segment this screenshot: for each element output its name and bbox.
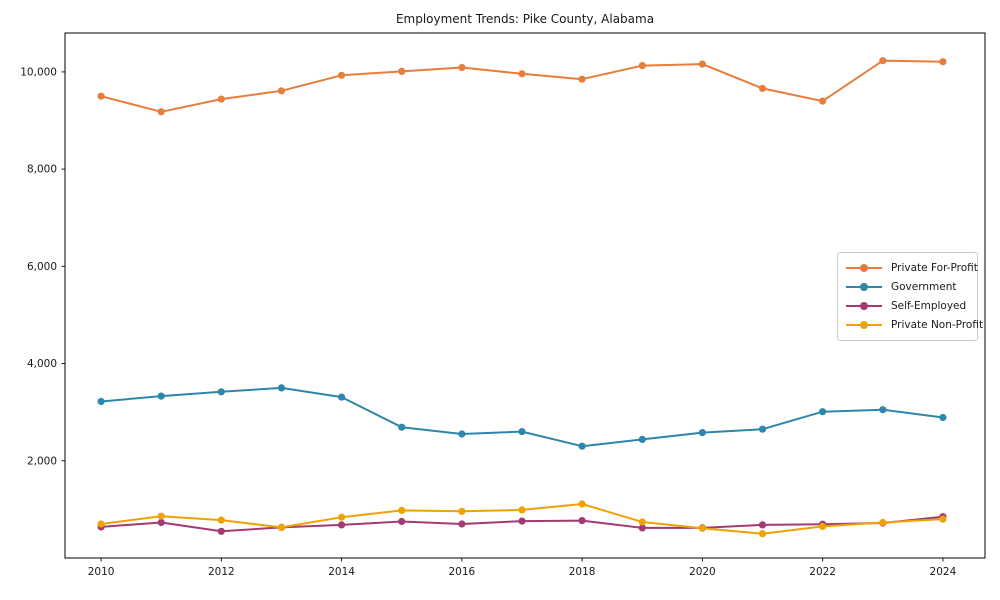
data-point-private-for-profit-2017: [518, 70, 526, 78]
data-point-private-for-profit-2013: [277, 87, 286, 95]
data-point-government-2022: [819, 408, 827, 416]
y-tick-label: 2,000: [27, 455, 57, 467]
legend-label: Private For-Profit: [891, 261, 978, 274]
data-point-government-2014: [338, 393, 346, 401]
x-tick-label: 2018: [569, 566, 596, 578]
data-point-private-non-profit-2010: [97, 520, 105, 528]
data-point-self-employed-2011: [157, 518, 165, 527]
y-tick-label: 4,000: [27, 358, 57, 370]
data-point-private-non-profit-2019: [638, 518, 646, 526]
data-point-private-for-profit-2022: [819, 97, 827, 105]
data-point-government-2019: [638, 435, 646, 443]
data-point-government-2018: [578, 442, 586, 450]
data-point-government-2011: [157, 392, 165, 400]
legend: Private For-Profit Government Self-Employe…: [837, 252, 983, 341]
data-point-private-non-profit-2011: [157, 512, 165, 520]
data-point-government-2024: [939, 413, 947, 422]
data-point-private-non-profit-2017: [518, 506, 526, 514]
data-point-private-non-profit-2018: [578, 500, 586, 508]
data-point-government-2010: [97, 397, 105, 406]
data-point-self-employed-2021: [758, 521, 767, 529]
data-point-private-for-profit-2023: [879, 57, 887, 65]
x-tick-label: 2016: [448, 566, 475, 578]
data-point-private-for-profit-2024: [939, 58, 947, 66]
data-point-self-employed-2017: [518, 517, 526, 525]
data-point-private-for-profit-2016: [458, 63, 466, 72]
data-point-private-for-profit-2018: [578, 75, 586, 83]
data-point-government-2013: [277, 384, 286, 392]
chart-title: Employment Trends: Pike County, Alabama: [395, 12, 655, 26]
data-point-private-for-profit-2019: [638, 62, 646, 70]
legend-item: Government: [845, 277, 970, 296]
x-tick-label: 2010: [88, 566, 115, 578]
x-tick-label: 2014: [328, 566, 355, 578]
legend-item: Private For-Profit: [845, 258, 978, 277]
data-point-self-employed-2019: [638, 524, 646, 532]
legend-swatch-icon: [846, 321, 882, 330]
data-point-government-2015: [398, 423, 406, 431]
data-point-private-for-profit-2015: [398, 67, 406, 75]
data-point-private-for-profit-2020: [698, 60, 707, 68]
data-point-private-non-profit-2023: [879, 518, 887, 527]
data-point-private-for-profit-2011: [157, 108, 165, 116]
data-point-private-non-profit-2024: [939, 515, 947, 523]
data-point-government-2012: [217, 388, 225, 396]
legend-swatch-icon: [846, 282, 882, 291]
data-point-government-2021: [758, 425, 767, 433]
series-line-government: [101, 386, 944, 448]
data-point-private-for-profit-2021: [758, 84, 767, 92]
y-tick-label: 10,000: [20, 66, 57, 78]
legend-marker: [860, 302, 868, 311]
data-point-government-2020: [698, 429, 707, 437]
legend-marker: [860, 263, 868, 272]
x-tick-label: 2024: [930, 566, 957, 578]
x-tick-label: 2012: [208, 566, 235, 578]
data-point-private-for-profit-2014: [338, 71, 346, 79]
legend-label: Government: [891, 280, 957, 293]
data-point-self-employed-2015: [398, 517, 406, 526]
data-point-self-employed-2012: [217, 527, 225, 535]
data-point-private-for-profit-2012: [217, 95, 225, 103]
data-point-private-non-profit-2021: [758, 530, 767, 538]
data-point-government-2016: [458, 430, 466, 438]
x-tick-label: 2022: [809, 566, 836, 578]
data-point-private-non-profit-2012: [217, 516, 225, 524]
data-point-private-non-profit-2022: [819, 522, 827, 531]
data-point-government-2017: [518, 428, 526, 436]
legend-marker: [860, 282, 868, 291]
legend-label: Private Non-Profit: [891, 319, 984, 332]
x-tick-label: 2020: [689, 566, 716, 578]
data-point-self-employed-2016: [458, 520, 466, 528]
data-point-self-employed-2014: [338, 521, 346, 529]
series-line-private-for-profit: [100, 59, 943, 113]
legend-marker: [860, 321, 868, 330]
data-point-private-non-profit-2020: [698, 524, 707, 532]
data-point-private-non-profit-2015: [398, 506, 406, 514]
data-point-private-for-profit-2010: [97, 92, 105, 100]
data-point-government-2023: [879, 406, 887, 414]
data-point-self-employed-2018: [578, 517, 586, 525]
legend-item: Private Non-Profit: [845, 316, 983, 335]
data-point-private-non-profit-2013: [277, 523, 286, 532]
legend-item: Self-Employed: [845, 297, 970, 316]
y-tick-label: 6,000: [27, 261, 57, 273]
axes-frame: [64, 32, 986, 559]
y-tick-label: 8,000: [27, 164, 57, 176]
data-point-private-non-profit-2016: [458, 507, 466, 515]
legend-swatch-icon: [846, 302, 882, 311]
data-point-private-non-profit-2014: [338, 513, 346, 521]
legend-swatch-icon: [846, 263, 882, 272]
legend-label: Self-Employed: [891, 300, 967, 313]
